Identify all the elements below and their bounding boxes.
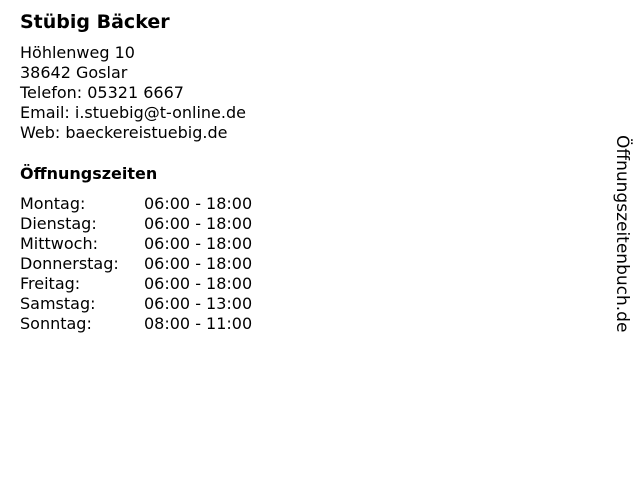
day: Donnerstag: xyxy=(20,254,119,273)
phone: Telefon: 05321 6667 xyxy=(20,83,184,102)
time: 06:00 - 18:00 xyxy=(144,234,253,253)
time: 06:00 - 18:00 xyxy=(144,274,253,293)
day: Montag: xyxy=(20,194,86,213)
business-name: Stübig Bäcker xyxy=(20,11,170,33)
hours-title: Öffnungszeiten xyxy=(20,164,158,183)
hours-row: Samstag: 06:00 - 13:00 xyxy=(20,294,252,314)
watermark-text: Öffnungszeitenbuch.de xyxy=(612,135,632,333)
city: 38642 Goslar xyxy=(20,63,128,82)
time: 08:00 - 11:00 xyxy=(144,314,253,333)
hours-row: Mittwoch: 06:00 - 18:00 xyxy=(20,234,252,254)
time: 06:00 - 13:00 xyxy=(144,294,253,313)
hours-row: Montag: 06:00 - 18:00 xyxy=(20,194,252,214)
day: Samstag: xyxy=(20,294,96,313)
address-block: Höhlenweg 10 38642 Goslar Telefon: 05321… xyxy=(20,43,246,143)
hours-row: Donnerstag: 06:00 - 18:00 xyxy=(20,254,252,274)
email: Email: i.stuebig@t-online.de xyxy=(20,103,246,122)
hours-row: Dienstag: 06:00 - 18:00 xyxy=(20,214,252,234)
time: 06:00 - 18:00 xyxy=(144,214,253,233)
hours-table: Montag: 06:00 - 18:00 Dienstag: 06:00 - 18… xyxy=(20,194,252,334)
time: 06:00 - 18:00 xyxy=(144,254,253,273)
day: Mittwoch: xyxy=(20,234,98,253)
time: 06:00 - 18:00 xyxy=(144,194,253,213)
day: Freitag: xyxy=(20,274,81,293)
street: Höhlenweg 10 xyxy=(20,43,135,62)
hours-row: Freitag: 06:00 - 18:00 xyxy=(20,274,252,294)
day: Sonntag: xyxy=(20,314,92,333)
day: Dienstag: xyxy=(20,214,97,233)
hours-row: Sonntag: 08:00 - 11:00 xyxy=(20,314,252,334)
website: Web: baeckereistuebig.de xyxy=(20,123,228,142)
